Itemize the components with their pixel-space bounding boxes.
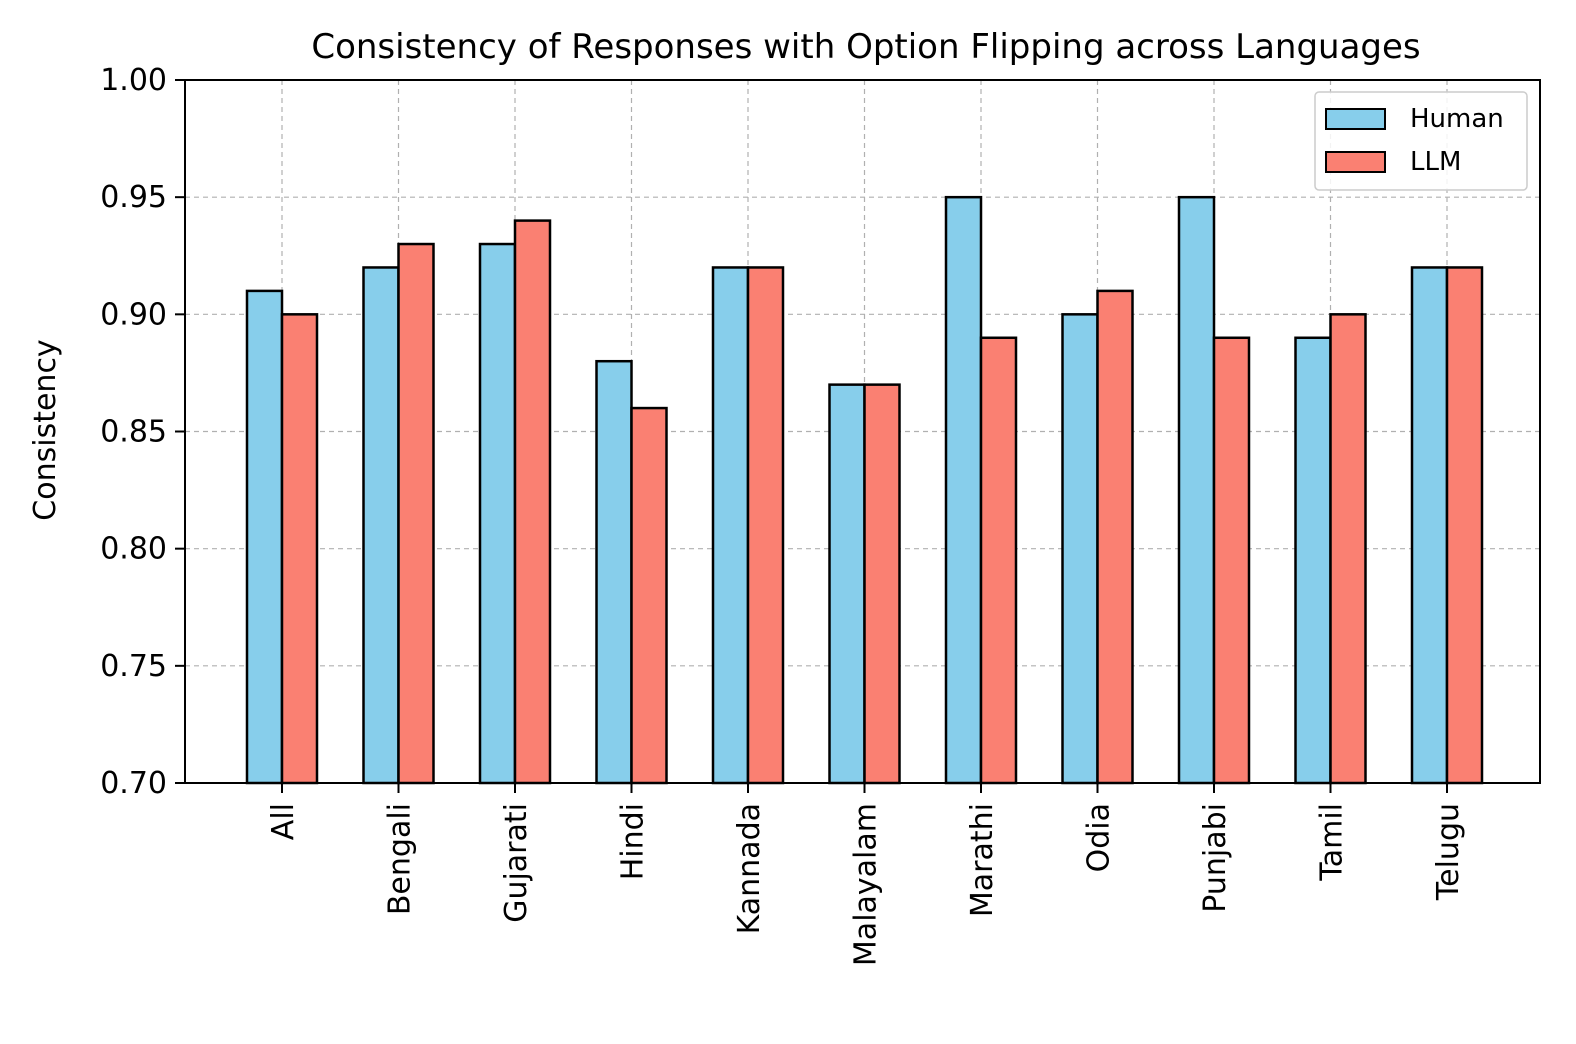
legend-label-human: Human bbox=[1410, 104, 1504, 134]
x-tick-label: Malayalam bbox=[849, 803, 884, 966]
y-axis-label: Consistency bbox=[28, 339, 63, 520]
x-tick-label: Kannada bbox=[732, 803, 767, 934]
bar-llm-odia bbox=[1096, 289, 1134, 785]
bar-llm-telugu bbox=[1445, 266, 1484, 785]
bar-llm-punjabi bbox=[1212, 336, 1251, 785]
x-axis-ticks: All Bengali Gujarati Hindi Kannada Malayalam M… bbox=[266, 783, 1466, 966]
bar-llm-gujarati bbox=[513, 219, 552, 785]
bar-llm-marathi bbox=[979, 336, 1018, 785]
y-tick-label: 0.95 bbox=[100, 180, 167, 215]
y-tick-label: 0.90 bbox=[100, 297, 167, 332]
bar-human-kannada bbox=[711, 266, 750, 785]
bar-llm-all bbox=[280, 313, 319, 785]
bar-llm-hindi bbox=[630, 406, 668, 785]
bars bbox=[245, 195, 1484, 785]
bar-human-gujarati bbox=[478, 242, 517, 785]
bar-llm-tamil bbox=[1329, 313, 1367, 785]
x-tick-label: Punjabi bbox=[1198, 803, 1233, 913]
y-tick-label: 0.70 bbox=[100, 766, 167, 801]
bar-llm-kannada bbox=[746, 266, 785, 785]
bar-human-punjabi bbox=[1177, 195, 1216, 785]
y-tick-label: 1.00 bbox=[100, 63, 167, 98]
legend-swatch-llm bbox=[1325, 151, 1386, 173]
bar-human-bengali bbox=[362, 266, 400, 785]
bar-human-odia bbox=[1061, 313, 1099, 785]
bar-human-malayalam bbox=[828, 383, 866, 785]
legend-swatch-human bbox=[1325, 108, 1386, 130]
x-tick-label: Telugu bbox=[1431, 803, 1466, 901]
y-tick-label: 0.85 bbox=[100, 415, 167, 450]
chart-title: Consistency of Responses with Option Fli… bbox=[311, 27, 1420, 67]
x-tick-label: Gujarati bbox=[499, 803, 534, 923]
bar-human-marathi bbox=[944, 195, 983, 785]
x-tick-label: Bengali bbox=[383, 803, 418, 915]
bar-human-hindi bbox=[595, 359, 633, 785]
x-tick-label: Marathi bbox=[965, 803, 1000, 917]
bar-llm-bengali bbox=[397, 242, 435, 785]
bar-human-telugu bbox=[1410, 266, 1449, 785]
y-tick-label: 0.75 bbox=[100, 649, 167, 684]
bar-llm-malayalam bbox=[863, 383, 901, 785]
x-tick-label: Tamil bbox=[1315, 803, 1350, 882]
x-tick-label: All bbox=[266, 803, 301, 840]
x-tick-label: Odia bbox=[1082, 803, 1117, 872]
legend: Human LLM bbox=[1314, 91, 1528, 191]
y-axis-ticks: 0.70 0.75 0.80 0.85 0.90 0.95 1.00 bbox=[100, 63, 185, 801]
legend-label-llm: LLM bbox=[1410, 147, 1461, 177]
y-tick-label: 0.80 bbox=[100, 532, 167, 567]
bar-human-all bbox=[245, 289, 284, 785]
bar-human-tamil bbox=[1294, 336, 1332, 785]
x-tick-label: Hindi bbox=[616, 803, 651, 880]
